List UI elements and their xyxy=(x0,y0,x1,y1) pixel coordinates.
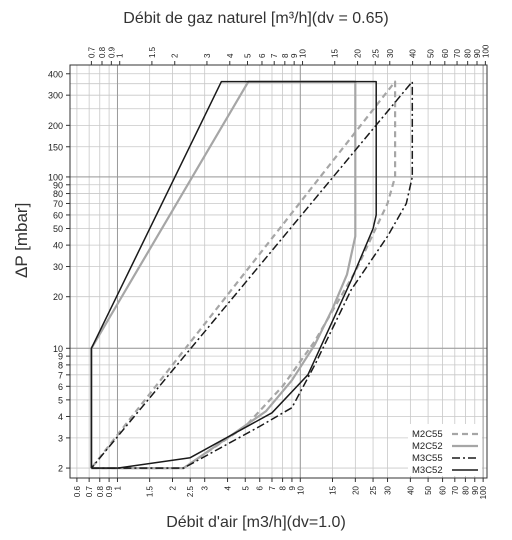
x-tick-label-top: 0.7 xyxy=(87,46,96,58)
chart-title-top: Débit de gaz naturel [m³/h](dv = 0.65) xyxy=(123,10,389,27)
x-tick-label-bottom: 2 xyxy=(169,485,178,490)
y-tick-label: 400 xyxy=(48,69,63,79)
x-tick-label-top: 50 xyxy=(426,49,435,58)
y-tick-label: 30 xyxy=(53,262,63,272)
x-tick-label-bottom: 60 xyxy=(439,485,448,494)
y-tick-label: 90 xyxy=(53,180,63,190)
x-tick-label-top: 8 xyxy=(281,53,290,58)
y-tick-label: 5 xyxy=(58,395,63,405)
legend-label-m2c55: M2C55 xyxy=(412,429,443,440)
y-tick-label: 8 xyxy=(58,360,63,370)
y-tick-label: 9 xyxy=(58,352,63,362)
x-tick-label-top: 9 xyxy=(290,53,299,58)
x-tick-label-bottom: 30 xyxy=(384,485,393,494)
y-tick-label: 60 xyxy=(53,210,63,220)
x-tick-label-top: 1 xyxy=(116,53,125,58)
x-tick-label-bottom: 5 xyxy=(241,485,250,490)
y-tick-label: 50 xyxy=(53,224,63,234)
x-tick-label-bottom: 7 xyxy=(268,485,277,490)
y-tick-label: 10 xyxy=(53,344,63,354)
x-tick-label-bottom: 1 xyxy=(113,485,122,490)
x-tick-label-bottom: 70 xyxy=(451,485,460,494)
y-tick-label: 70 xyxy=(53,199,63,209)
x-tick-label-top: 1.5 xyxy=(148,46,157,58)
y-tick-label: 150 xyxy=(48,142,63,152)
x-tick-label-top: 100 xyxy=(481,44,490,58)
plot-frame xyxy=(69,64,488,479)
x-tick-label-bottom: 100 xyxy=(479,485,488,499)
x-tick-label-top: 4 xyxy=(226,53,235,58)
x-tick-label-bottom: 20 xyxy=(351,485,360,494)
y-tick-label: 20 xyxy=(53,292,63,302)
x-tick-label-bottom: 6 xyxy=(256,485,265,490)
x-tick-label-top: 7 xyxy=(270,53,279,58)
x-tick-label-top: 20 xyxy=(354,49,363,58)
x-tick-label-top: 80 xyxy=(464,49,473,58)
x-tick-label-bottom: 80 xyxy=(461,485,470,494)
x-tick-label-bottom: 2.5 xyxy=(186,485,195,497)
x-tick-label-bottom: 50 xyxy=(424,485,433,494)
x-tick-label-top: 60 xyxy=(441,49,450,58)
x-tick-label-top: 0.8 xyxy=(98,46,107,58)
legend-label-m2c52: M2C52 xyxy=(412,441,443,452)
x-tick-label-top: 5 xyxy=(243,53,252,58)
y-tick-label: 6 xyxy=(58,382,63,392)
legend-label-m3c52: M3C52 xyxy=(412,465,443,476)
y-tick-label: 3 xyxy=(58,433,63,443)
series-line-m3c52 xyxy=(90,80,377,469)
x-tick-label-top: 15 xyxy=(331,49,340,58)
series-line-m3c55 xyxy=(90,80,414,469)
x-tick-label-top: 25 xyxy=(371,49,380,58)
x-tick-label-bottom: 0.8 xyxy=(96,485,105,497)
x-tick-label-bottom: 15 xyxy=(328,485,337,494)
legend-box xyxy=(408,424,482,476)
y-tick-label: 80 xyxy=(53,189,63,199)
x-tick-label-bottom: 4 xyxy=(224,485,233,490)
y-tick-label: 300 xyxy=(48,91,63,101)
x-tick-label-top: 3 xyxy=(203,53,212,58)
y-tick-label: 7 xyxy=(58,370,63,380)
x-tick-label-bottom: 0.6 xyxy=(73,485,82,497)
y-tick-label: 4 xyxy=(58,412,63,422)
x-tick-label-bottom: 10 xyxy=(296,485,305,494)
x-tick-label-top: 90 xyxy=(473,49,482,58)
legend-label-m3c55: M3C55 xyxy=(412,453,443,464)
x-tick-label-top: 10 xyxy=(299,49,308,58)
x-tick-label-bottom: 40 xyxy=(406,485,415,494)
y-tick-label: 200 xyxy=(48,121,63,131)
x-tick-label-bottom: 1.5 xyxy=(146,485,155,497)
x-tick-label-top: 2 xyxy=(171,53,180,58)
x-tick-label-bottom: 90 xyxy=(471,485,480,494)
y-tick-label: 40 xyxy=(53,241,63,251)
y-tick-label: 100 xyxy=(48,172,63,182)
y-tick-label: 2 xyxy=(58,464,63,474)
x-tick-label-top: 6 xyxy=(258,53,267,58)
x-tick-label-bottom: 3 xyxy=(201,485,210,490)
x-tick-label-bottom: 8 xyxy=(279,485,288,490)
x-tick-label-bottom: 0.9 xyxy=(105,485,114,497)
x-tick-label-top: 30 xyxy=(386,49,395,58)
x-tick-label-top: 40 xyxy=(409,49,418,58)
x-tick-label-bottom: 0.7 xyxy=(85,485,94,497)
x-tick-label-top: 0.9 xyxy=(107,46,116,58)
x-tick-label-bottom: 25 xyxy=(369,485,378,494)
x-tick-label-top: 70 xyxy=(453,49,462,58)
x-tick-label-bottom: 9 xyxy=(288,485,297,490)
x-axis-label-bottom: Débit d'air [m3/h](dv=1.0) xyxy=(166,514,346,531)
